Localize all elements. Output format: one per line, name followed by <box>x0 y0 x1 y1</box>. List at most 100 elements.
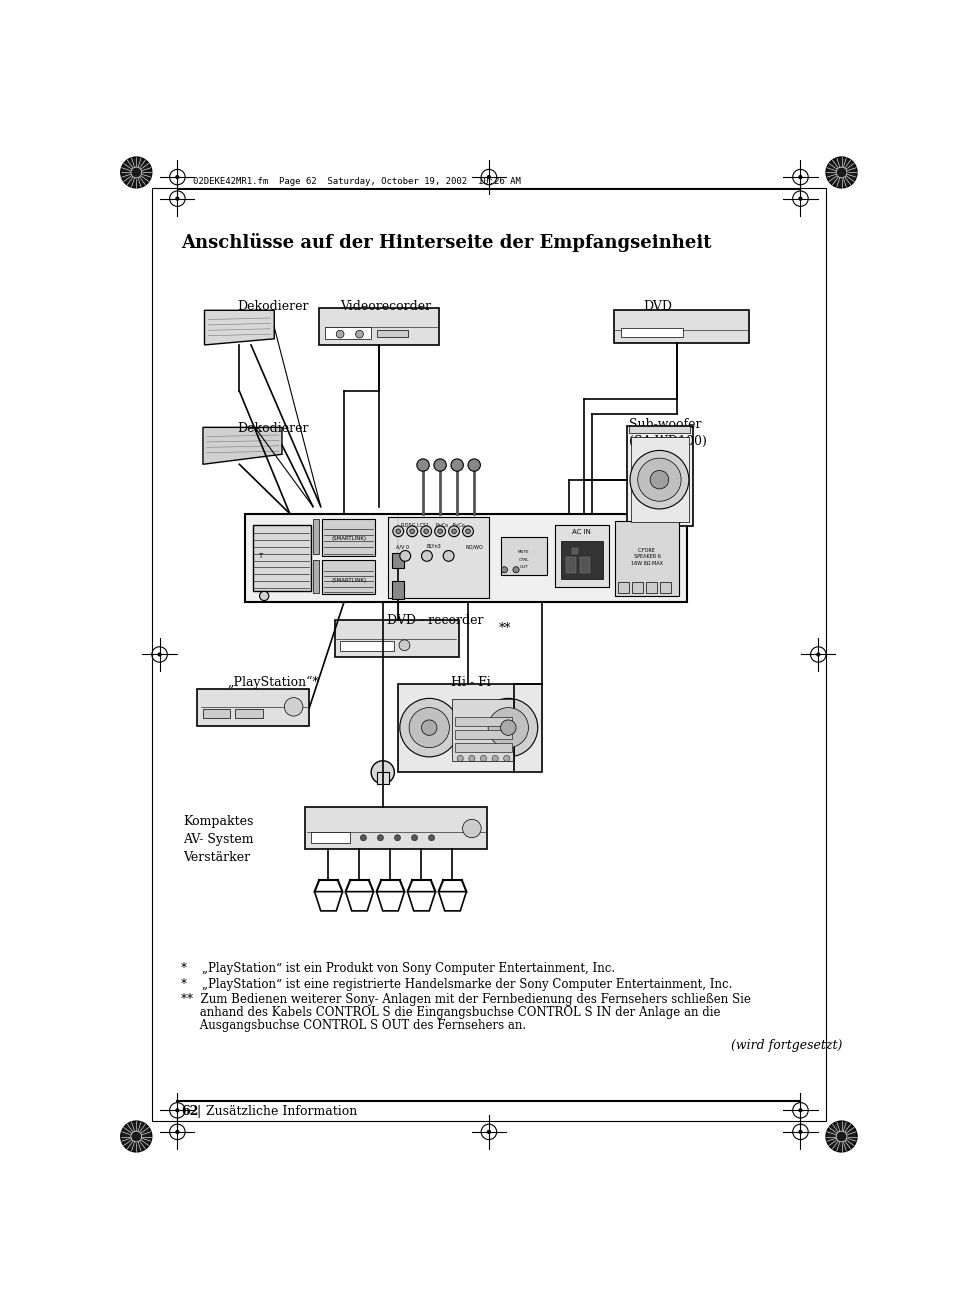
Text: NO/WO: NO/WO <box>465 544 483 550</box>
Text: -: - <box>636 584 639 591</box>
Text: A/V 0: A/V 0 <box>395 544 409 550</box>
Text: +: + <box>620 584 626 591</box>
Circle shape <box>629 451 688 509</box>
Circle shape <box>443 551 454 561</box>
Circle shape <box>423 529 428 534</box>
Circle shape <box>649 470 668 489</box>
Text: Sub-woofer
(SA-WD100): Sub-woofer (SA-WD100) <box>629 419 706 448</box>
Circle shape <box>410 529 415 534</box>
Circle shape <box>462 819 480 837</box>
Bar <box>626 426 692 526</box>
Circle shape <box>406 526 417 537</box>
Polygon shape <box>376 892 404 911</box>
Polygon shape <box>407 892 435 911</box>
Text: **: ** <box>498 622 511 635</box>
Circle shape <box>816 653 819 656</box>
Circle shape <box>175 1130 179 1134</box>
Bar <box>253 525 311 591</box>
Circle shape <box>435 526 445 537</box>
Text: R.DSG.LCS1: R.DSG.LCS1 <box>400 522 430 527</box>
Text: Dekodierer: Dekodierer <box>236 422 308 435</box>
Bar <box>324 327 371 338</box>
Polygon shape <box>345 892 373 911</box>
Bar <box>376 772 389 784</box>
Bar <box>322 518 375 556</box>
Bar <box>555 525 608 587</box>
Circle shape <box>121 157 152 188</box>
Text: (SMARTLINK): (SMARTLINK) <box>331 535 366 540</box>
Circle shape <box>399 699 458 757</box>
Bar <box>322 560 375 595</box>
Circle shape <box>284 697 303 717</box>
Circle shape <box>492 756 497 762</box>
Bar <box>397 684 541 772</box>
Bar <box>392 581 404 599</box>
Circle shape <box>798 197 801 200</box>
Text: +: + <box>648 584 654 591</box>
Circle shape <box>487 1130 490 1134</box>
Text: CTRL: CTRL <box>518 557 529 561</box>
Circle shape <box>825 157 856 188</box>
Bar <box>196 689 309 726</box>
Text: **  Zum Bedienen weiterer Sony- Anlagen mit der Fernbedienung des Fernsehers sch: ** Zum Bedienen weiterer Sony- Anlagen m… <box>181 993 750 1006</box>
Circle shape <box>798 175 801 179</box>
Bar <box>305 807 487 849</box>
Text: OUT: OUT <box>518 565 528 569</box>
Text: PvCo   PvCo: PvCo PvCo <box>436 522 464 527</box>
Bar <box>560 540 602 579</box>
Circle shape <box>158 653 161 656</box>
Circle shape <box>434 459 446 472</box>
Circle shape <box>398 640 410 651</box>
Circle shape <box>637 457 680 502</box>
Circle shape <box>456 756 463 762</box>
Circle shape <box>500 566 507 573</box>
Bar <box>620 328 682 337</box>
Text: Hi - Fi: Hi - Fi <box>451 677 490 689</box>
Text: Videorecorder: Videorecorder <box>340 301 431 314</box>
Circle shape <box>825 1121 856 1152</box>
Text: anhand des Kabels CONTROL S die Eingangsbuchse CONTROL S IN der Anlage an die: anhand des Kabels CONTROL S die Eingangs… <box>181 1007 720 1020</box>
Circle shape <box>487 175 490 179</box>
Text: -: - <box>663 584 666 591</box>
Circle shape <box>395 529 400 534</box>
Text: |: | <box>196 1105 201 1118</box>
Bar <box>615 521 679 596</box>
Circle shape <box>371 761 394 784</box>
Bar <box>340 642 394 651</box>
Circle shape <box>259 591 269 600</box>
Circle shape <box>411 835 417 841</box>
Text: (SMARTLINK): (SMARTLINK) <box>331 578 366 583</box>
Bar <box>235 709 262 718</box>
Circle shape <box>175 175 179 179</box>
Circle shape <box>798 1130 801 1134</box>
Circle shape <box>488 708 528 748</box>
Text: (wird fortgesetzt): (wird fortgesetzt) <box>731 1039 842 1052</box>
Bar <box>579 557 589 573</box>
Bar <box>645 582 657 592</box>
Bar <box>311 832 350 844</box>
Bar <box>500 537 546 575</box>
Text: *    „PlayStation“ ist ein Produkt von Sony Computer Entertainment, Inc.: * „PlayStation“ ist ein Produkt von Sony… <box>181 963 615 976</box>
Text: AC IN: AC IN <box>572 529 591 535</box>
Circle shape <box>377 835 383 841</box>
Circle shape <box>428 835 435 841</box>
Circle shape <box>462 526 473 537</box>
Bar <box>455 743 512 752</box>
Text: 62: 62 <box>181 1105 198 1118</box>
Bar <box>388 517 488 599</box>
Bar <box>377 329 408 337</box>
Circle shape <box>798 1109 801 1112</box>
Circle shape <box>393 526 403 537</box>
Text: DVD: DVD <box>642 301 672 314</box>
Circle shape <box>360 835 366 841</box>
Circle shape <box>121 1121 152 1152</box>
Circle shape <box>355 330 363 338</box>
Circle shape <box>451 459 463 472</box>
Bar <box>313 560 319 592</box>
Bar <box>566 557 575 573</box>
Text: „PlayStation“*: „PlayStation“* <box>228 677 319 689</box>
Bar <box>245 513 686 603</box>
Text: MUTE: MUTE <box>517 550 529 555</box>
Circle shape <box>420 526 431 537</box>
Bar <box>455 717 512 726</box>
